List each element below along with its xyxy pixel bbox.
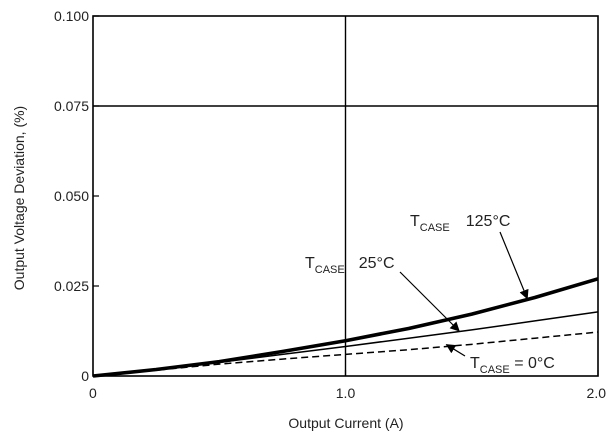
y-tick-label: 0 [81, 368, 89, 384]
y-tick-label: 0.050 [54, 188, 89, 204]
gridlines [93, 16, 598, 376]
x-axis-ticks: 0 1.0 2.0 [89, 370, 606, 401]
annotation-arrow-2 [445, 344, 466, 357]
y-tick-label: 0.075 [54, 98, 89, 114]
annotation-arrows [399, 231, 529, 357]
annotation-arrow-0 [499, 231, 529, 300]
x-tick-label: 1.0 [336, 385, 356, 401]
series-lines [92, 277, 599, 378]
annotation-25c: TCASE 25°C [305, 255, 395, 276]
x-axis-label: Output Current (A) [288, 415, 403, 431]
y-axis-ticks: 0 0.025 0.050 0.075 0.100 [54, 8, 99, 384]
annotation-arrow-1 [399, 271, 460, 332]
series-line-2 [92, 331, 599, 377]
annotation-125c: TCASE 125°C [410, 213, 510, 234]
y-tick-label: 0.025 [54, 278, 89, 294]
annotation-0c: TCASE = 0°C [470, 355, 555, 376]
series-line-1 [92, 311, 599, 377]
x-tick-label: 0 [89, 385, 97, 401]
y-axis-label: Output Voltage Deviation, (%) [11, 106, 27, 290]
y-tick-label: 0.100 [54, 8, 89, 24]
x-tick-label: 2.0 [587, 385, 607, 401]
